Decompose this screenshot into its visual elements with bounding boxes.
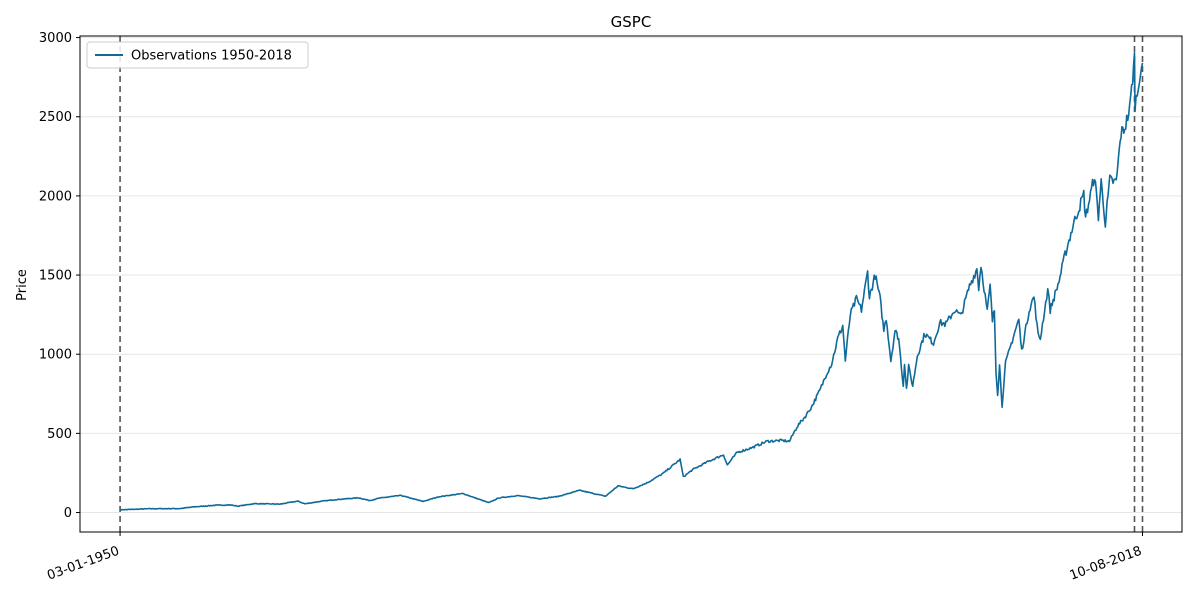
y-tick-label: 1000 <box>39 348 72 363</box>
y-tick-label: 500 <box>47 427 72 442</box>
gridlines <box>80 37 1182 514</box>
y-tick-label: 2500 <box>39 110 72 125</box>
chart-title: GSPC <box>611 13 652 31</box>
series-lines <box>119 51 1144 511</box>
legend-label: Observations 1950-2018 <box>131 49 292 64</box>
legend: Observations 1950-2018 <box>86 41 309 69</box>
legend-box <box>86 41 309 69</box>
y-tick-label: 3000 <box>39 31 72 46</box>
y-tick-label: 1500 <box>39 269 72 284</box>
y-tick-label: 0 <box>64 506 72 521</box>
series-line-observations <box>119 51 1144 511</box>
reference-lines <box>119 36 1144 532</box>
y-tick-label: 2000 <box>39 189 72 204</box>
plot-frame <box>79 35 1183 533</box>
y-axis-label: Price <box>15 269 30 301</box>
